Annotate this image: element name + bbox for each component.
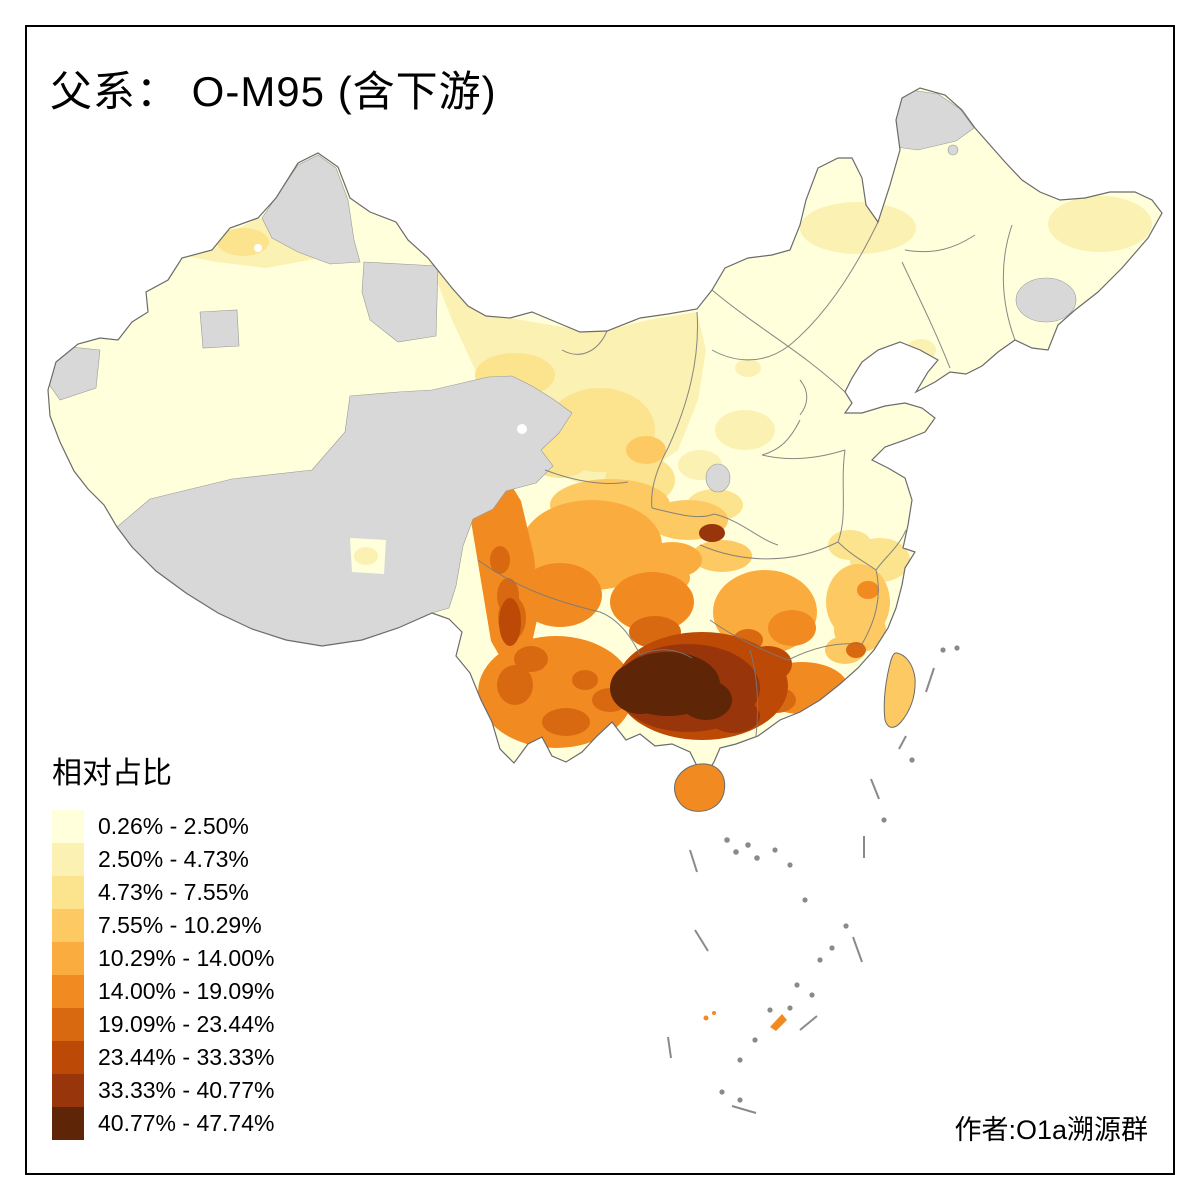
legend-row: 23.44% - 33.33% (52, 1041, 274, 1074)
legend-swatch (52, 975, 84, 1008)
taiwan-island (884, 653, 915, 727)
legend-row: 40.77% - 47.74% (52, 1107, 274, 1140)
legend-swatch (52, 1107, 84, 1140)
legend-row: 0.26% - 2.50% (52, 810, 274, 843)
legend-swatch (52, 1008, 84, 1041)
legend-label: 4.73% - 7.55% (98, 879, 249, 905)
figure-title: 父系： O-M95 (含下游) (50, 68, 497, 115)
province-borders (478, 222, 1015, 736)
lakes (254, 244, 527, 434)
legend-rows: 0.26% - 2.50% 2.50% - 4.73% 4.73% - 7.55% 7… (52, 810, 274, 1140)
legend-label: 0.26% - 2.50% (98, 813, 249, 839)
legend-row: 2.50% - 4.73% (52, 843, 274, 876)
hainan-island (675, 764, 725, 811)
legend-label: 7.55% - 10.29% (98, 912, 262, 938)
legend-label: 33.33% - 40.77% (98, 1077, 275, 1103)
legend-row: 4.73% - 7.55% (52, 876, 274, 909)
legend-swatch (52, 1074, 84, 1107)
legend-swatch (52, 843, 84, 876)
density-regions (48, 89, 1152, 748)
legend-row: 33.33% - 40.77% (52, 1074, 274, 1107)
sea-islands-and-dashes (668, 646, 959, 1113)
legend-swatch (52, 909, 84, 942)
legend-label: 10.29% - 14.00% (98, 945, 275, 971)
author-credit: 作者:O1a溯源群 (954, 1115, 1148, 1145)
legend-swatch (52, 1041, 84, 1074)
legend-label: 19.09% - 23.44% (98, 1011, 275, 1037)
legend-swatch (52, 810, 84, 843)
legend-label: 23.44% - 33.33% (98, 1044, 275, 1070)
legend-row: 14.00% - 19.09% (52, 975, 274, 1008)
legend-swatch (52, 876, 84, 909)
legend-title: 相对占比 (52, 757, 172, 790)
legend-label: 14.00% - 19.09% (98, 978, 275, 1004)
legend-label: 2.50% - 4.73% (98, 846, 249, 872)
legend-row: 10.29% - 14.00% (52, 942, 274, 975)
legend: 相对占比 0.26% - 2.50% 2.50% - 4.73% 4.73% - 7… (52, 748, 274, 1140)
density-class10-core (610, 652, 732, 720)
legend-label: 40.77% - 47.74% (98, 1110, 275, 1136)
legend-row: 7.55% - 10.29% (52, 909, 274, 942)
legend-swatch (52, 942, 84, 975)
orange-islets (703, 1011, 787, 1031)
legend-row: 19.09% - 23.44% (52, 1008, 274, 1041)
tibet-pale-patch (350, 538, 386, 574)
